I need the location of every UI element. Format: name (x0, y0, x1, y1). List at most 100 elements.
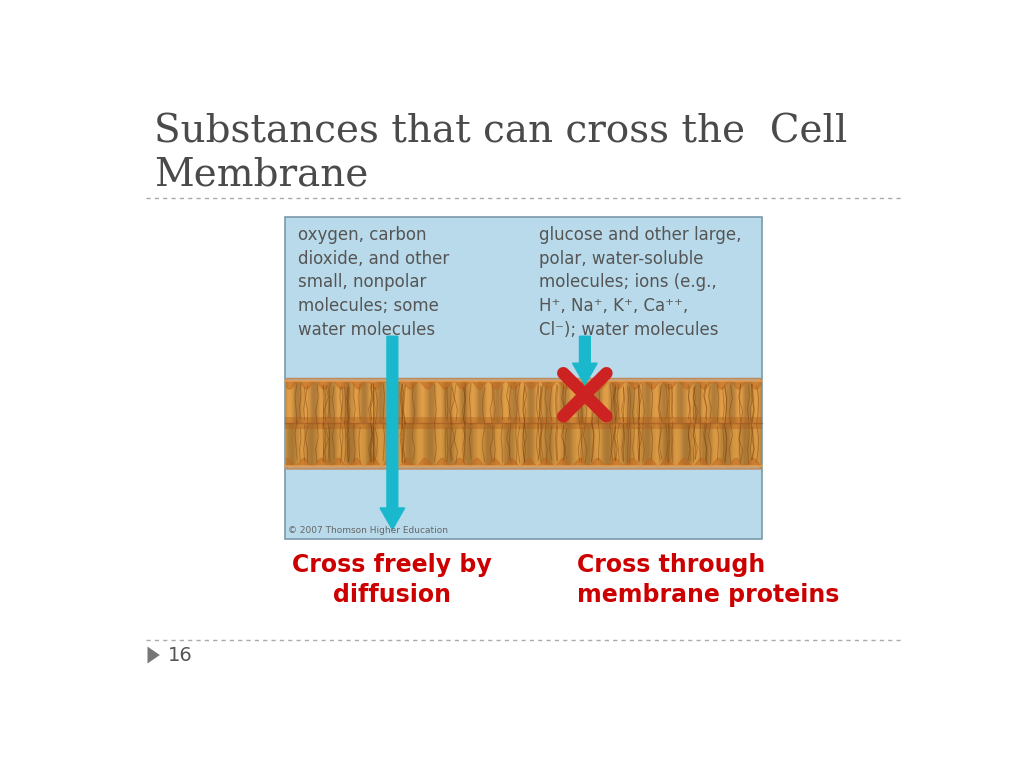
Bar (602, 381, 603, 423)
Bar (539, 381, 541, 423)
Bar (335, 381, 336, 423)
Bar (463, 423, 464, 465)
Bar (665, 381, 666, 423)
Bar (473, 423, 475, 465)
Bar (682, 423, 684, 465)
Bar (623, 423, 624, 465)
Bar (387, 423, 389, 465)
Bar (292, 381, 293, 423)
Bar (691, 381, 693, 423)
Bar (485, 423, 486, 465)
Bar (659, 423, 660, 465)
Bar (398, 423, 399, 465)
Bar (674, 423, 675, 465)
Bar (631, 423, 632, 465)
Bar (640, 423, 642, 465)
Bar (679, 381, 680, 423)
Bar (564, 381, 565, 423)
Bar (323, 381, 325, 423)
Bar (406, 423, 407, 465)
Bar (710, 423, 711, 465)
Bar (713, 423, 715, 465)
Bar (457, 381, 458, 423)
Bar (425, 423, 427, 465)
Bar (338, 423, 340, 465)
Bar (470, 423, 471, 465)
Bar (554, 381, 556, 423)
Bar (471, 423, 472, 465)
Bar (484, 381, 485, 423)
Bar (547, 381, 549, 423)
Bar (658, 381, 659, 423)
Bar (521, 423, 522, 465)
Bar (464, 381, 465, 423)
Bar (702, 381, 703, 423)
Bar (519, 423, 521, 465)
Bar (297, 423, 298, 465)
Bar (643, 423, 644, 465)
Bar (524, 381, 526, 423)
Bar (474, 423, 476, 465)
Bar (324, 381, 326, 423)
Bar (365, 423, 367, 465)
Bar (496, 381, 498, 423)
Bar (695, 423, 696, 465)
Bar (328, 381, 329, 423)
Bar (744, 423, 745, 465)
Bar (583, 381, 585, 423)
Bar (590, 423, 592, 465)
Bar (716, 423, 717, 465)
Bar (663, 423, 665, 465)
Bar (544, 423, 545, 465)
Bar (511, 381, 513, 423)
Bar (634, 423, 636, 465)
Bar (690, 423, 692, 465)
Bar (524, 423, 526, 465)
Bar (697, 381, 699, 423)
Bar (583, 423, 585, 465)
Bar (308, 381, 310, 423)
Bar (474, 381, 476, 423)
Bar (381, 381, 383, 423)
Bar (631, 381, 632, 423)
Bar (516, 423, 518, 465)
Bar (714, 423, 716, 465)
Bar (582, 423, 584, 465)
Bar (337, 381, 339, 423)
Bar (609, 423, 610, 465)
Bar (452, 423, 454, 465)
Bar (688, 381, 689, 423)
Bar (755, 381, 757, 423)
Bar (403, 381, 406, 423)
Bar (725, 381, 727, 423)
Bar (366, 381, 368, 423)
Bar (394, 423, 396, 465)
Bar (514, 423, 515, 465)
Bar (561, 381, 563, 423)
Bar (645, 381, 646, 423)
Bar (370, 423, 371, 465)
Bar (453, 381, 455, 423)
Bar (532, 381, 535, 423)
Bar (540, 381, 542, 423)
Bar (373, 423, 375, 465)
Polygon shape (147, 647, 160, 664)
Bar (291, 423, 292, 465)
Bar (299, 381, 300, 423)
Bar (726, 381, 728, 423)
Bar (756, 381, 758, 423)
Bar (286, 423, 288, 465)
Bar (410, 381, 412, 423)
Bar (427, 423, 428, 465)
Bar (377, 381, 378, 423)
Bar (386, 381, 388, 423)
Bar (418, 381, 420, 423)
Bar (342, 381, 343, 423)
Bar (385, 381, 386, 423)
Bar (575, 381, 578, 423)
Text: Cross through
membrane proteins: Cross through membrane proteins (578, 553, 840, 607)
Bar (689, 423, 691, 465)
Bar (759, 381, 760, 423)
Bar (411, 381, 413, 423)
Bar (738, 381, 739, 423)
